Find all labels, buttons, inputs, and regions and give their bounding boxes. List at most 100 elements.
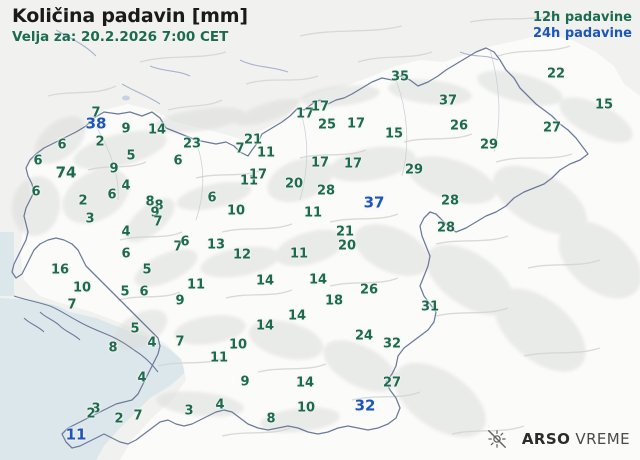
precip-value-12h: 9 xyxy=(109,161,119,177)
precip-value-12h: 7 xyxy=(133,408,143,424)
relief-shading xyxy=(11,70,640,438)
precip-value-12h: 7 xyxy=(153,214,163,230)
precip-value-12h: 4 xyxy=(147,335,157,351)
brand-product: VREME xyxy=(575,430,630,448)
precip-value-12h: 8 xyxy=(145,194,155,210)
precip-value-12h: 5 xyxy=(142,262,152,278)
precip-value-12h: 10 xyxy=(226,203,246,219)
precip-value-12h: 17 xyxy=(310,155,330,171)
precip-value-12h: 7 xyxy=(91,105,101,121)
precip-value-12h: 26 xyxy=(449,118,469,134)
precip-value-12h: 5 xyxy=(130,321,140,337)
precip-value-12h: 5 xyxy=(126,148,136,164)
precip-value-12h: 11 xyxy=(303,205,323,221)
precip-value-12h: 7 xyxy=(235,141,245,157)
precip-value-12h: 6 xyxy=(173,153,183,169)
precip-value-12h: 9 xyxy=(240,374,250,390)
precip-value-12h: 29 xyxy=(479,137,499,153)
brand-logo: ARSO VREME xyxy=(486,428,630,450)
internal-boundaries xyxy=(95,49,500,221)
precip-value-12h: 10 xyxy=(228,337,248,353)
precip-value-12h: 11 xyxy=(186,277,206,293)
precip-value-12h: 6 xyxy=(57,137,67,153)
brand-name: ARSO xyxy=(521,430,571,448)
precip-value-12h: 7 xyxy=(173,239,183,255)
precip-value-24h: 38 xyxy=(85,114,107,133)
precip-value-12h: 18 xyxy=(324,293,344,309)
precip-value-12h: 14 xyxy=(308,272,328,288)
precip-value-12h: 74 xyxy=(55,163,77,182)
precip-value-12h: 4 xyxy=(121,178,131,194)
precip-value-12h: 11 xyxy=(239,173,259,189)
sun-crossed-icon xyxy=(487,430,506,448)
precip-value-12h: 9 xyxy=(175,293,185,309)
precip-value-12h: 2 xyxy=(95,134,105,150)
precip-value-12h: 28 xyxy=(316,183,336,199)
precip-value-12h: 14 xyxy=(287,308,307,324)
rivers xyxy=(55,29,499,105)
country-border xyxy=(11,47,589,449)
precip-value-12h: 16 xyxy=(50,262,70,278)
precip-value-12h: 28 xyxy=(440,193,460,209)
precip-value-12h: 8 xyxy=(108,340,118,356)
precip-value-12h: 11 xyxy=(256,145,276,161)
legend-item-24h: 24h padavine xyxy=(532,26,632,41)
precip-value-12h: 25 xyxy=(317,117,337,133)
precip-value-12h: 17 xyxy=(310,99,330,115)
precip-value-12h: 28 xyxy=(436,220,456,236)
precip-value-12h: 32 xyxy=(382,336,402,352)
precip-value-12h: 20 xyxy=(284,176,304,192)
precip-value-12h: 17 xyxy=(346,116,366,132)
precip-value-12h: 17 xyxy=(248,167,268,183)
legend: 12h padavine 24h padavine xyxy=(533,10,632,42)
precip-value-12h: 6 xyxy=(31,184,41,200)
precip-value-12h: 9 xyxy=(150,205,160,221)
precip-value-12h: 10 xyxy=(296,400,316,416)
precip-value-12h: 3 xyxy=(184,403,194,419)
coastline-detail xyxy=(13,295,159,373)
precip-value-12h: 21 xyxy=(335,224,355,240)
precip-value-12h: 6 xyxy=(121,246,131,262)
precip-value-12h: 6 xyxy=(207,190,217,206)
precip-value-12h: 23 xyxy=(182,136,202,152)
brand-text: ARSO VREME xyxy=(522,430,630,448)
page-title: Količina padavin [mm] xyxy=(12,5,248,27)
precip-value-24h: 11 xyxy=(65,425,87,444)
precip-value-12h: 31 xyxy=(420,299,440,315)
precip-value-12h: 11 xyxy=(289,246,309,262)
page-subtitle-validity: Velja za: 20.2.2026 7:00 CET xyxy=(12,29,229,45)
relief-ridges xyxy=(47,13,601,437)
precip-value-12h: 26 xyxy=(359,282,379,298)
precip-value-12h: 2 xyxy=(78,193,88,209)
precip-value-12h: 8 xyxy=(266,411,276,427)
precip-value-12h: 3 xyxy=(91,401,101,417)
precip-value-12h: 4 xyxy=(137,370,147,386)
precip-value-12h: 15 xyxy=(384,126,404,142)
precip-value-12h: 2 xyxy=(114,411,124,427)
precip-value-12h: 17 xyxy=(295,106,315,122)
precip-value-12h: 6 xyxy=(107,187,117,203)
precip-value-24h: 32 xyxy=(354,396,376,415)
precip-value-12h: 27 xyxy=(542,120,562,136)
precip-value-12h: 14 xyxy=(255,318,275,334)
title-block: Količina padavin [mm] Velja za: 20.2.202… xyxy=(12,5,248,46)
precip-value-12h: 7 xyxy=(175,334,185,350)
precip-value-12h: 22 xyxy=(546,66,566,82)
precip-value-12h: 21 xyxy=(243,132,263,148)
precip-value-12h: 6 xyxy=(180,234,190,250)
precip-value-12h: 14 xyxy=(147,122,167,138)
precip-value-12h: 3 xyxy=(85,211,95,227)
precip-value-12h: 6 xyxy=(33,153,43,169)
precip-value-12h: 15 xyxy=(594,97,614,113)
precip-value-12h: 37 xyxy=(438,93,458,109)
legend-item-12h: 12h padavine xyxy=(532,10,632,25)
precip-value-24h: 37 xyxy=(363,193,385,212)
precip-value-12h: 9 xyxy=(121,121,131,137)
precip-value-12h: 24 xyxy=(354,328,374,344)
precip-value-12h: 4 xyxy=(215,397,225,413)
precip-value-12h: 17 xyxy=(343,156,363,172)
precip-value-12h: 35 xyxy=(390,69,410,85)
precip-value-12h: 14 xyxy=(295,375,315,391)
precip-value-12h: 29 xyxy=(404,162,424,178)
